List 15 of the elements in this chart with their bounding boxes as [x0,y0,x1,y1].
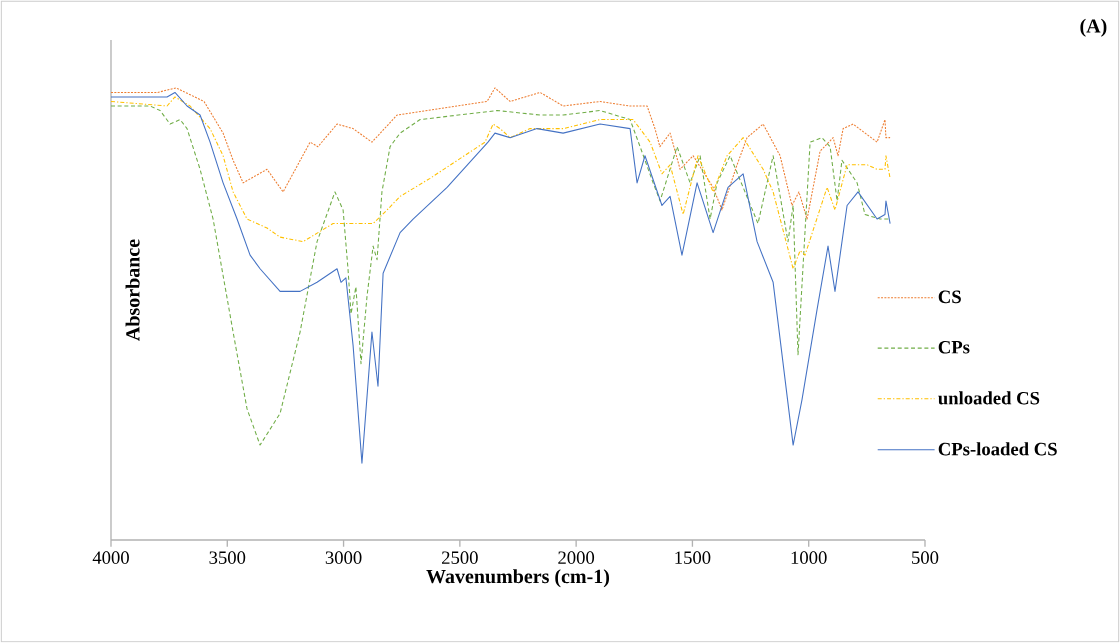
x-tick-label: 2000 [558,551,595,564]
legend-label: unloaded CS [938,391,1040,405]
x-tick-label: 1000 [791,551,827,564]
y-axis-title: Absorbance [125,239,140,341]
x-tick-label: 500 [912,551,939,564]
x-tick-label: 1500 [675,551,711,564]
x-axis-title: Wavenumbers (cm-1) [426,569,610,588]
x-tick-label: 3000 [325,551,362,564]
legend-label: CPs-loaded CS [938,442,1057,456]
x-tick-label: 3500 [209,551,246,564]
x-tick-label: 2500 [442,551,478,564]
text: (A) [1080,18,1107,37]
x-tick-label: 4000 [92,551,129,564]
legend-label: CPs [938,340,970,354]
legend-label: CS [938,290,961,304]
